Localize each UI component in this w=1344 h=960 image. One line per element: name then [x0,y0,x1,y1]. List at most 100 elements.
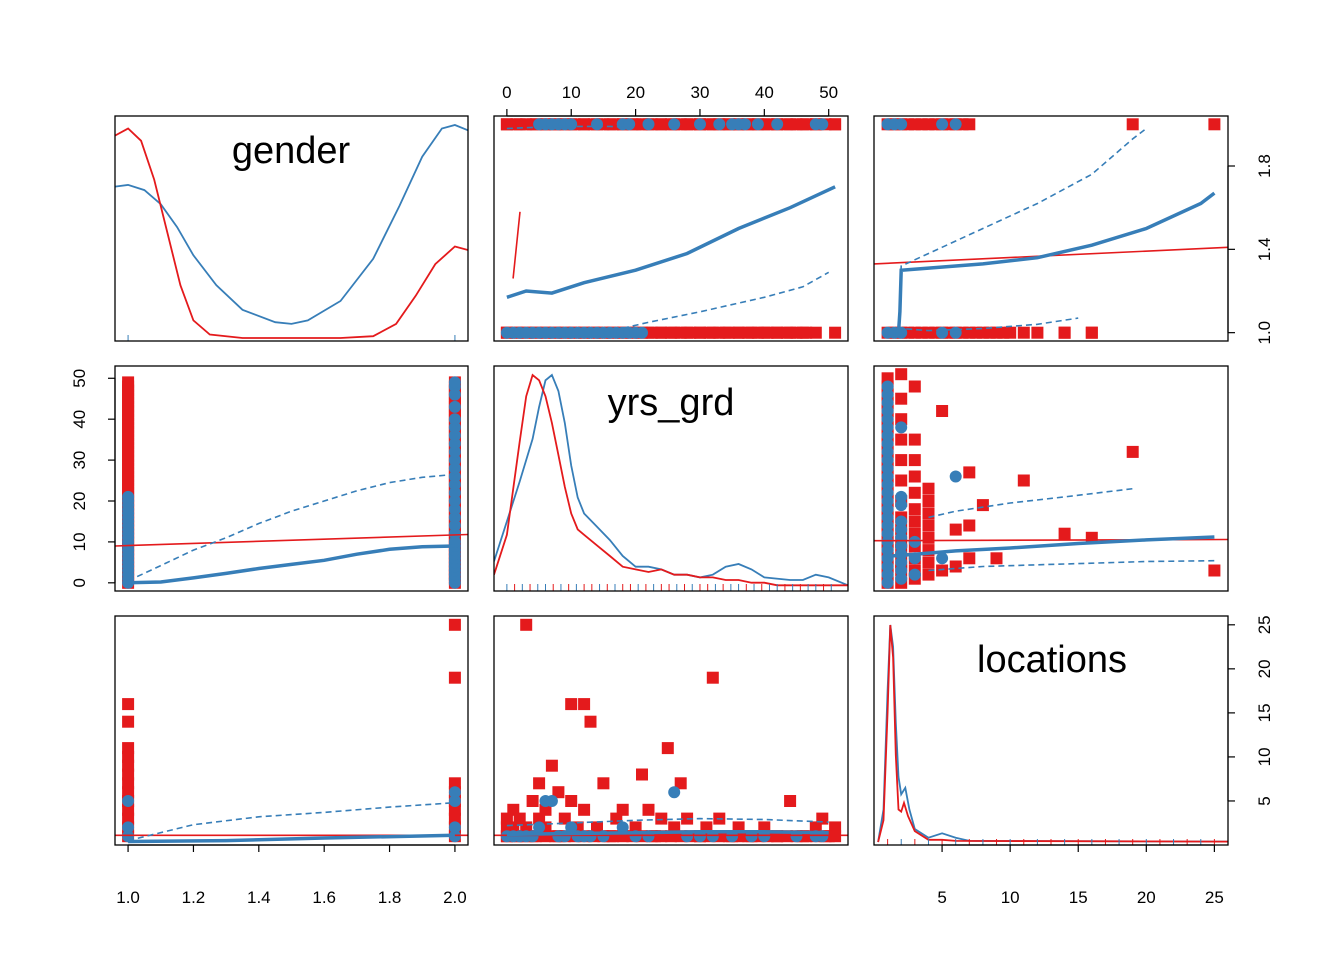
smooth-line-group2 [506,830,829,837]
fit-line-group1 [512,211,521,279]
point-group2 [895,540,908,552]
point-group1 [694,326,706,339]
point-group2 [448,462,461,475]
point-group1 [963,519,976,532]
point-group1 [565,698,578,711]
point-group2 [881,445,894,458]
point-group2 [448,445,461,458]
point-group1 [742,326,755,339]
point-group2 [636,326,648,339]
point-group2 [881,576,894,589]
tick-label-gender: 1.6 [312,888,336,907]
panel-frame [114,115,469,342]
point-group2 [881,503,894,516]
point-group2 [881,421,894,434]
point-group1 [713,326,726,339]
point-group1 [122,742,135,755]
point-group2 [739,118,751,131]
point-group2 [881,380,894,393]
point-group1 [908,515,921,528]
point-group1 [661,742,674,755]
point-group1 [1085,326,1098,339]
point-group2 [448,454,461,467]
point-group1 [895,368,908,381]
point-group2 [881,486,894,499]
spread-line-group2 [928,487,1133,519]
panel-frame [493,115,849,342]
point-group1 [922,507,935,520]
point-group1 [895,433,908,446]
point-group1 [790,118,803,131]
point-group2 [565,118,578,131]
point-group1 [895,392,908,405]
point-group1 [642,803,655,816]
point-group1 [895,474,908,487]
point-group1 [829,326,842,339]
diagonal-label-locations: locations [977,639,1127,681]
point-group1 [922,495,935,507]
spread-line-group2 [899,127,1147,302]
point-group2 [448,421,461,434]
point-group1 [949,560,962,573]
panel-locations-vs-yrs_grd [494,618,848,843]
point-group1 [908,486,921,499]
point-group2 [949,118,962,131]
point-group1 [790,326,803,339]
point-group2 [591,118,603,131]
point-group1 [922,482,935,495]
density-line-group2 [494,373,848,587]
point-group1 [908,454,921,467]
point-group2 [936,552,949,565]
tick-label-locations: 20 [1137,888,1156,907]
point-group2 [949,470,962,483]
point-group1 [780,118,793,131]
tick-label-yrs_grd: 30 [70,451,89,470]
tick-label-gender: 1.2 [182,888,206,907]
point-group1 [645,326,658,339]
tick-label-yrs_grd: 40 [70,410,89,429]
tick-label-yrs_grd: 20 [626,83,645,102]
point-group1 [936,405,949,417]
point-group2 [565,821,578,834]
point-group2 [694,118,706,131]
panel-frame [873,365,1229,592]
panel-gender-vs-yrs_grd [500,118,842,339]
point-group2 [448,413,461,426]
point-group1 [1208,564,1221,577]
panel-locations-vs-gender [115,618,468,844]
spread-line-group2 [127,473,455,582]
point-group2 [908,535,921,548]
smooth-line-group2 [896,191,1216,333]
point-group2 [881,560,894,573]
point-group2 [771,118,784,131]
point-group1 [706,671,719,684]
tick-label-yrs_grd: 0 [70,578,89,587]
point-group2 [881,462,894,475]
point-group1 [963,118,976,131]
fit-line-group1 [115,533,468,547]
point-group1 [1017,326,1030,339]
point-group1 [520,618,533,631]
point-group2 [448,470,461,483]
point-group1 [703,326,716,339]
tick-label-gender: 1.4 [1255,238,1274,262]
point-group2 [545,795,558,807]
point-group1 [922,568,935,581]
point-group1 [761,326,774,339]
diagonal-label-gender: gender [232,130,351,172]
tick-label-locations: 10 [1001,888,1020,907]
point-group1 [558,812,571,825]
point-group2 [448,376,461,389]
point-group1 [1208,118,1221,131]
point-group2 [668,786,681,799]
point-group2 [448,503,461,516]
point-group1 [674,777,687,790]
diagonal-label-yrs_grd: yrs_grd [608,382,735,424]
point-group2 [448,486,461,499]
point-group2 [881,405,894,417]
point-group2 [122,490,135,503]
point-group2 [881,454,894,467]
point-group1 [908,380,921,393]
point-group1 [674,326,687,339]
panel-density-yrs_grd [494,373,848,591]
